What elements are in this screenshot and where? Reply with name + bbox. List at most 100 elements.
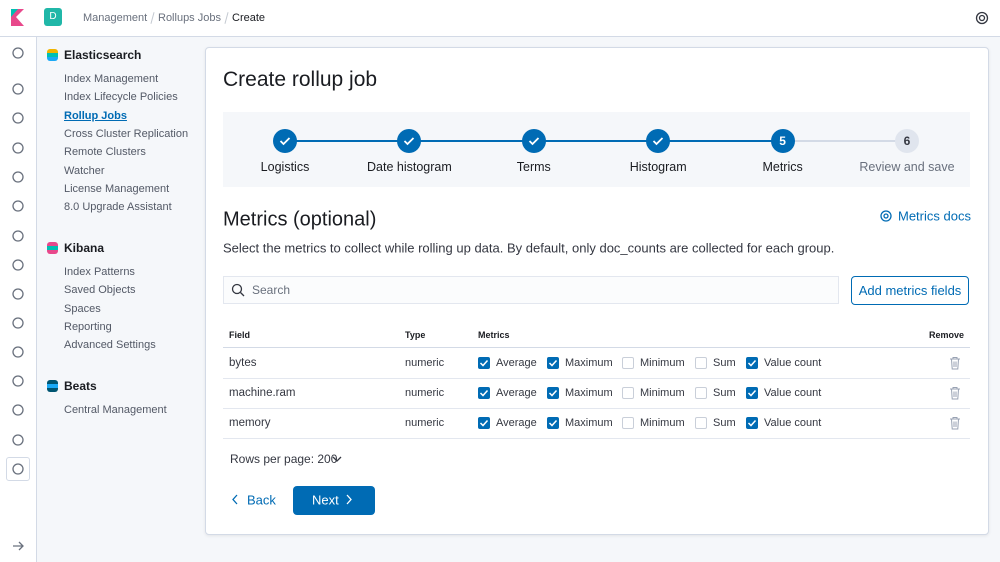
search-box[interactable]	[223, 276, 839, 304]
nav-icon[interactable]	[12, 83, 24, 95]
back-button[interactable]: Back	[247, 492, 276, 508]
checkbox[interactable]	[695, 387, 707, 399]
checkbox[interactable]	[478, 387, 490, 399]
sidebar-link[interactable]: Central Management	[64, 403, 167, 416]
breadcrumb[interactable]: Rollups Jobs	[158, 12, 221, 24]
step-circle[interactable]: 5	[770, 129, 795, 153]
sidebar-link[interactable]: Reporting	[64, 320, 112, 333]
nav-icon[interactable]	[12, 112, 24, 124]
sidebar-link[interactable]: 8.0 Upgrade Assistant	[64, 201, 172, 214]
checkbox[interactable]	[695, 417, 707, 429]
row-rule	[223, 438, 970, 439]
sidebar-link[interactable]: Remote Clusters	[64, 146, 146, 159]
section-icon	[47, 379, 58, 392]
docs-link[interactable]: Metrics docs	[898, 208, 971, 224]
collapse-icon[interactable]	[13, 541, 24, 551]
step-line	[409, 140, 534, 142]
checkbox[interactable]	[478, 417, 490, 429]
remove-icon[interactable]	[949, 416, 961, 430]
nav-icon[interactable]	[12, 317, 24, 329]
step-label: Metrics	[762, 160, 803, 174]
sidebar-link[interactable]: Index Patterns	[64, 265, 135, 278]
column-header: Metrics	[478, 330, 510, 340]
search-placeholder: Search	[252, 283, 291, 297]
chevron-left	[232, 494, 238, 505]
section-title: Elasticsearch	[64, 48, 142, 62]
sidebar-link[interactable]: Advanced Settings	[64, 339, 156, 352]
checkbox[interactable]	[622, 387, 634, 399]
step-circle: 6	[895, 129, 919, 153]
checkbox[interactable]	[746, 417, 758, 429]
chevron-down	[332, 456, 342, 462]
nav-icon[interactable]	[12, 434, 24, 446]
section-title: Beats	[64, 378, 97, 393]
add-button[interactable]: Add metrics fields	[851, 276, 969, 305]
checkbox[interactable]	[547, 417, 559, 429]
step-line	[533, 140, 659, 142]
breadcrumb[interactable]: Management	[83, 12, 148, 24]
checkbox-label: Value count	[764, 357, 822, 369]
column-header: Field	[229, 330, 251, 340]
cell-type: numeric	[405, 387, 445, 399]
checkbox[interactable]	[622, 357, 634, 369]
cell-field: memory	[229, 417, 271, 429]
nav-icon[interactable]	[12, 171, 24, 183]
nav-icon[interactable]	[12, 346, 24, 358]
checkbox-label: Average	[496, 417, 537, 429]
section-icon	[47, 49, 58, 61]
remove-icon[interactable]	[949, 356, 961, 370]
step-circle[interactable]	[521, 129, 546, 153]
checkbox-label: Maximum	[565, 387, 613, 399]
checkbox[interactable]	[746, 387, 758, 399]
step-circle[interactable]	[646, 129, 671, 153]
search-icon	[231, 283, 245, 297]
step-circle[interactable]	[273, 129, 297, 153]
column-header: Remove	[928, 330, 964, 340]
checkbox[interactable]	[547, 387, 559, 399]
checkbox[interactable]	[695, 357, 707, 369]
checkbox[interactable]	[478, 357, 490, 369]
nav-icon[interactable]	[12, 230, 24, 242]
sidebar-link[interactable]: Index Lifecycle Policies	[64, 91, 178, 104]
nav-icon[interactable]	[12, 259, 24, 271]
header-rule	[223, 347, 970, 348]
remove-icon[interactable]	[949, 386, 961, 400]
nav-icon[interactable]	[12, 463, 24, 475]
checkbox[interactable]	[547, 357, 559, 369]
step-label: Date histogram	[367, 160, 452, 174]
section-title: Kibana	[64, 240, 105, 255]
sidebar-link[interactable]: Cross Cluster Replication	[64, 127, 189, 140]
help-icon[interactable]	[975, 11, 989, 25]
sidebar-link[interactable]: Rollup Jobs	[64, 109, 127, 122]
next-button[interactable]	[293, 486, 375, 515]
nav-icon[interactable]	[12, 200, 24, 212]
nav-icon[interactable]	[12, 47, 24, 59]
checkbox-label: Average	[496, 357, 537, 369]
sidebar-link[interactable]: Index Management	[64, 73, 159, 85]
rows-per-page[interactable]: Rows per page: 200	[230, 452, 338, 466]
step-label: Terms	[516, 160, 551, 174]
sidebar-link[interactable]: License Management	[64, 182, 170, 195]
cell-type: numeric	[405, 357, 445, 369]
nav-icon[interactable]	[12, 288, 24, 300]
step-line	[782, 140, 907, 142]
checkbox-label: Sum	[713, 387, 736, 399]
step-circle[interactable]	[397, 129, 422, 153]
row-rule	[223, 378, 970, 379]
checkbox[interactable]	[622, 417, 634, 429]
checkbox[interactable]	[746, 357, 758, 369]
checkbox-label: Sum	[713, 357, 736, 369]
cell-field: machine.ram	[229, 387, 296, 399]
sidebar-link[interactable]: Saved Objects	[64, 284, 136, 297]
cell-type: numeric	[405, 417, 445, 429]
avatar[interactable]: D	[44, 8, 62, 26]
nav-icon[interactable]	[12, 375, 24, 387]
nav-icon[interactable]	[12, 142, 24, 154]
nav-icon[interactable]	[12, 404, 24, 416]
steps	[223, 112, 970, 187]
chevron-right	[346, 494, 352, 505]
section-icon	[47, 241, 58, 254]
sidebar-link[interactable]: Spaces	[64, 302, 101, 315]
sidebar-link[interactable]: Watcher	[64, 164, 105, 177]
checkbox-label: Value count	[764, 417, 822, 429]
